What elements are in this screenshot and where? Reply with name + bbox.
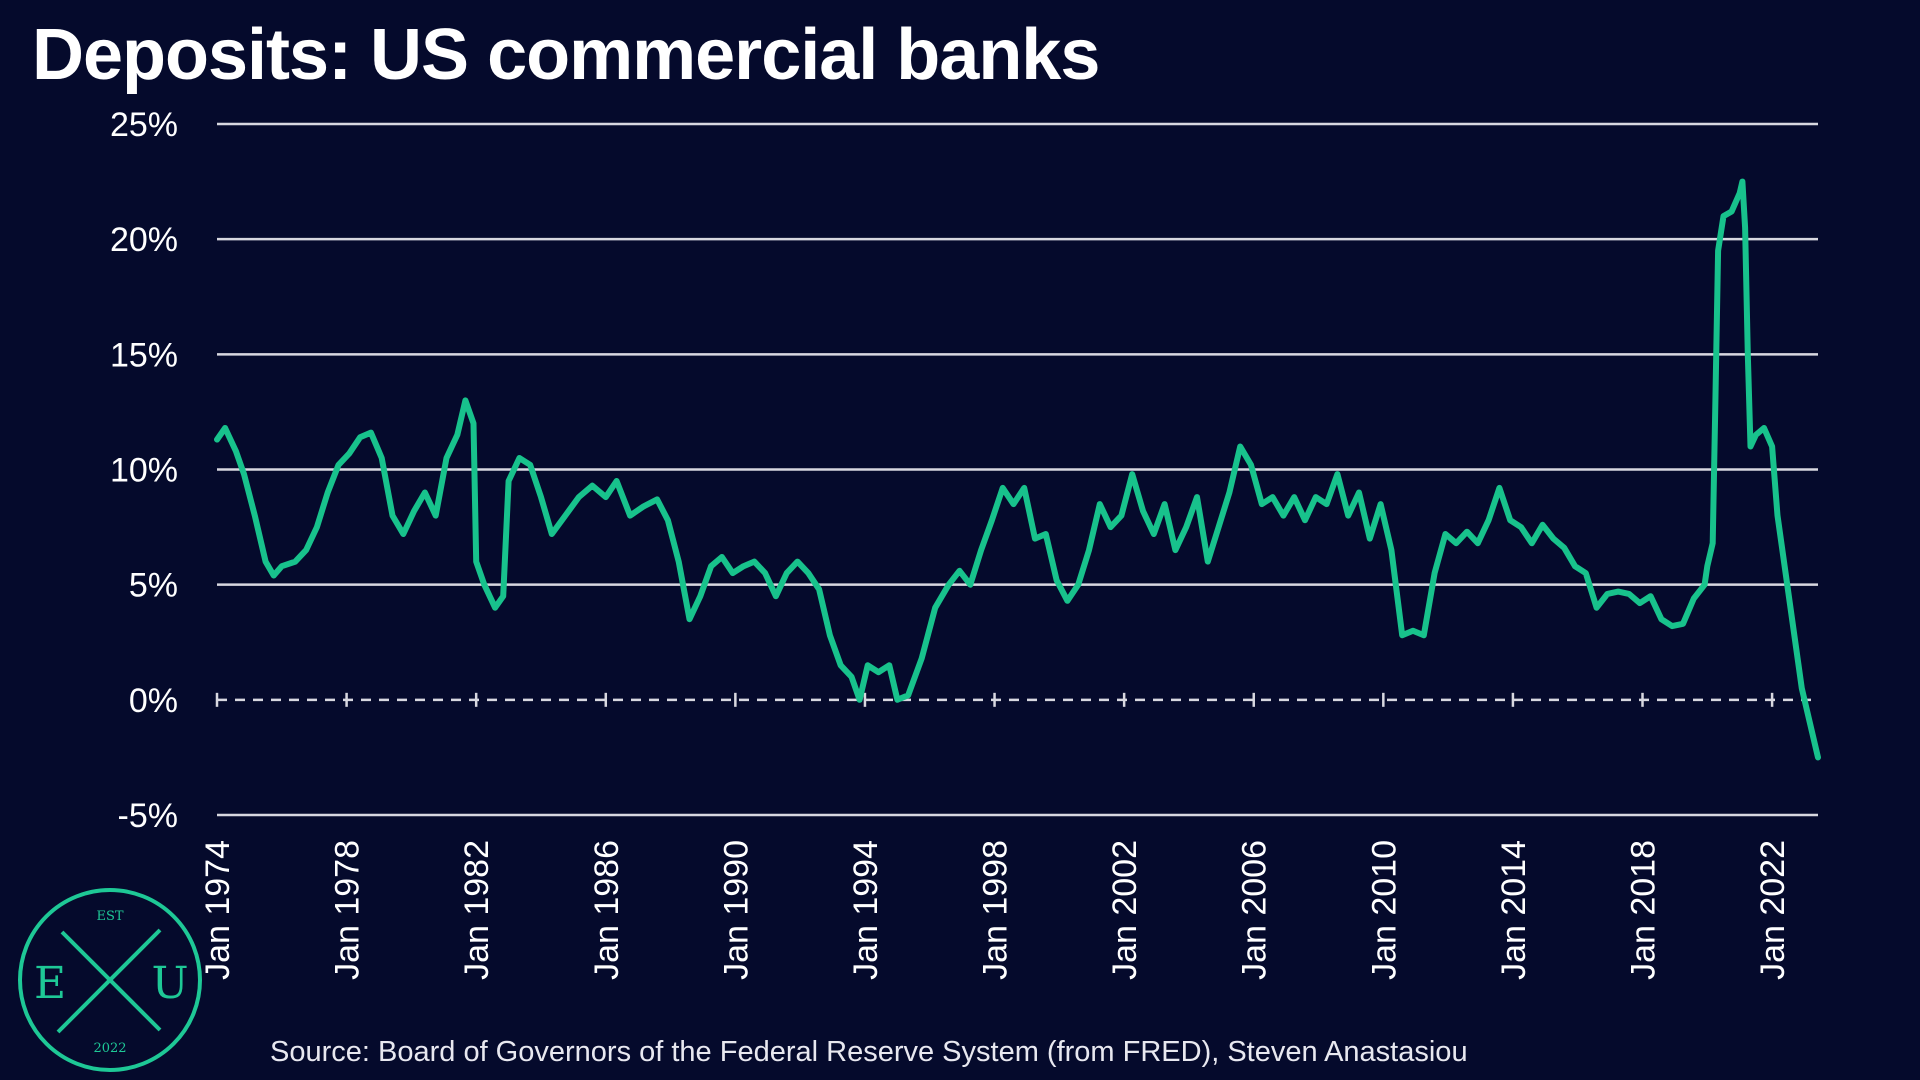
logo-e-letter: E (34, 958, 66, 1009)
x-tick-label: Jan 2018 (1625, 840, 1663, 980)
gridlines (215, 122, 1818, 817)
series-layer (214, 178, 1821, 761)
x-tick-label: Jan 1986 (588, 840, 626, 980)
y-tick-label: 25% (110, 106, 178, 144)
x-tick-label: Jan 1982 (458, 840, 496, 980)
x-tick-label: Jan 2010 (1365, 840, 1403, 980)
chart-title: Deposits: US commercial banks (32, 15, 1100, 95)
logo-u-letter: U (151, 958, 188, 1009)
y-tick-label: 15% (110, 336, 178, 374)
y-tick-label: 20% (110, 221, 178, 259)
y-tick-label: 0% (129, 682, 178, 720)
y-axis-ticks: -5% 0% 5% 10% 15% 20% 25% (110, 106, 178, 835)
x-tick-label: Jan 1990 (717, 840, 755, 980)
source-note: Source: Board of Governors of the Federa… (270, 1036, 1468, 1068)
x-tick-label: Jan 1974 (199, 840, 237, 980)
y-tick-label: 5% (129, 567, 178, 605)
series-line-0 (214, 178, 1821, 761)
logo-year-text: 2022 (93, 1041, 126, 1056)
logo-ring (18, 888, 202, 1072)
x-axis-ticks: Jan 1974 Jan 1978 Jan 1982 Jan 1986 Jan 1990… (199, 840, 1792, 980)
exu-logo: EST E U 2022 (18, 888, 202, 1072)
x-tick-label: Jan 2022 (1754, 840, 1792, 980)
x-tick-label: Jan 1994 (847, 840, 885, 980)
x-tick-label: Jan 1998 (977, 840, 1015, 980)
logo-cross-b (60, 930, 162, 1032)
x-tick-label: Jan 2014 (1495, 840, 1533, 980)
y-tick-label: 10% (110, 452, 178, 490)
x-tick-label: Jan 1978 (329, 840, 367, 980)
x-tick-label: Jan 2006 (1236, 840, 1274, 980)
logo-est-text: EST (96, 909, 123, 924)
x-tick-label: Jan 2002 (1106, 840, 1144, 980)
y-tick-label: -5% (118, 797, 178, 835)
